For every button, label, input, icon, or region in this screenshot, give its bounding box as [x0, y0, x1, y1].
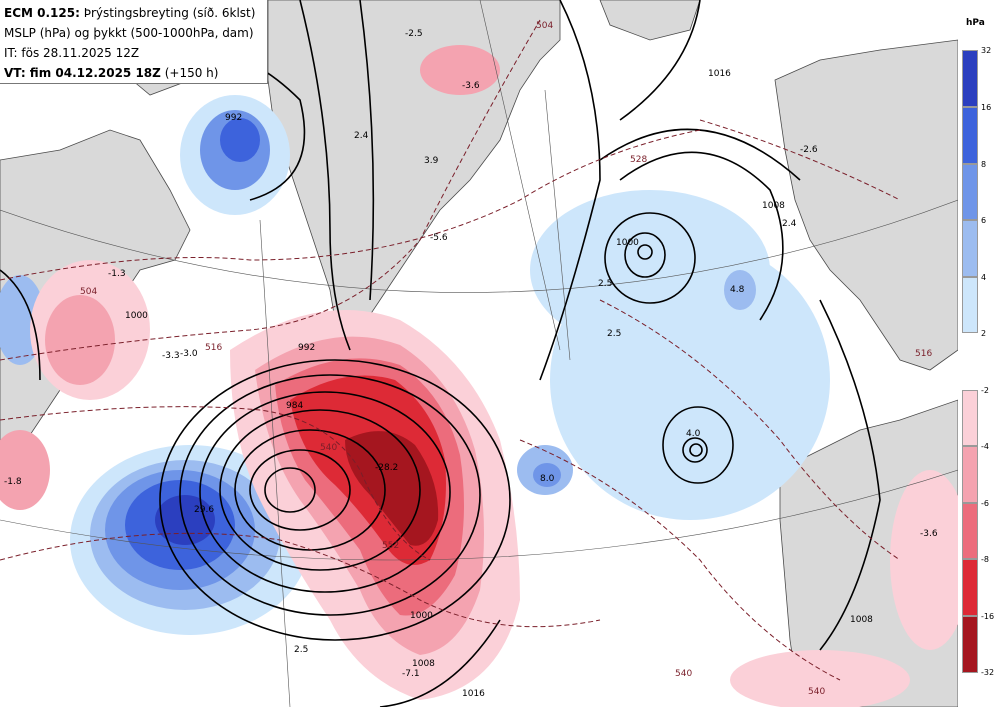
legend-tick: 8	[981, 160, 987, 169]
change-label: -7.1	[402, 669, 420, 679]
pressure-centers	[637, 244, 703, 457]
isobar-label: 1000	[125, 311, 148, 321]
pressure-change-labels: -2.5 2.4 3.9 -5.6 -3.6 2.5 2.5 4.8 4.0 8…	[4, 29, 938, 679]
legend-tick: -32	[981, 668, 995, 677]
thickness-contours	[0, 19, 901, 681]
legend-tick: -16	[981, 612, 995, 621]
legend-tick: 2	[981, 329, 987, 338]
legend-swatch-neg4	[962, 446, 978, 503]
thickness-label: 528	[630, 155, 647, 165]
legend-swatch-neg8	[962, 559, 978, 616]
legend-swatch-neg2	[962, 390, 978, 446]
change-label: -2.6	[800, 145, 818, 155]
graticule	[0, 0, 958, 707]
isobar-label: 1008	[762, 201, 785, 211]
thickness-label: 504	[536, 21, 553, 31]
legend-tick: 16	[981, 103, 992, 112]
change-label: -2.5	[405, 29, 423, 39]
isobar-label: 992	[225, 113, 242, 123]
change-label: 2.5	[607, 329, 621, 339]
change-label: -3.3	[162, 351, 180, 361]
change-label: -1.3	[108, 269, 126, 279]
legend-tick: 32	[981, 46, 992, 55]
change-label: 4.8	[730, 285, 745, 295]
legend-tick: 6	[981, 216, 987, 225]
valid-time-line: VT: fim 04.12.2025 18Z (+150 h)	[4, 63, 263, 83]
init-time: IT: fös 28.11.2025 12Z	[4, 46, 140, 60]
legend-swatch-4	[962, 277, 978, 333]
isobar-label: 1008	[850, 615, 873, 625]
legend-tick: -6	[981, 499, 989, 508]
thickness-label: 516	[205, 343, 222, 353]
weather-map: 992 1016 1008 1000 984 992 1008 1016 100…	[0, 0, 958, 707]
change-label: 29.6	[194, 505, 214, 515]
scandinavia-land	[774, 39, 958, 371]
legend-swatch-8	[962, 164, 978, 220]
change-label: 2.4	[354, 131, 369, 141]
change-label: -28.2	[375, 463, 398, 473]
change-label: 2.5	[598, 279, 612, 289]
legend-swatch-neg6	[962, 503, 978, 559]
thickness-label: 552	[382, 541, 399, 551]
isobar-label: 1016	[462, 689, 485, 699]
map-labels: 992 1016 1008 1000 984 992 1008 1016 100…	[125, 69, 873, 699]
isobar-label: 992	[298, 343, 315, 353]
pressure-rise-shading	[0, 95, 830, 635]
change-label: 3.9	[424, 156, 439, 166]
legend-swatch-32	[962, 50, 978, 107]
thickness-labels: 504 516 528 540 552 540 540 516 504	[80, 21, 932, 697]
legend-swatch-neg16	[962, 616, 978, 673]
legend-tick: -8	[981, 555, 989, 564]
model-name: ECM 0.125:	[4, 6, 80, 20]
change-label: -3.0	[180, 349, 198, 359]
isobar-label: 984	[286, 401, 303, 411]
isobars	[0, 0, 881, 707]
svalbard-land	[599, 0, 701, 41]
change-label: 8.0	[540, 474, 555, 484]
thickness-label: 516	[915, 349, 932, 359]
isobar-label: 1000	[616, 238, 639, 248]
thickness-label: 540	[675, 669, 692, 679]
change-label: -3.6	[920, 529, 938, 539]
subtitle: MSLP (hPa) og þykkt (500-1000hPa, dam)	[4, 26, 254, 40]
change-label: -1.8	[4, 477, 22, 487]
lead-time: (+150 h)	[164, 66, 219, 80]
thickness-label: 540	[808, 687, 825, 697]
legend-unit: hPa	[966, 18, 985, 28]
isobar-label: 1008	[412, 659, 435, 669]
legend-tick: -4	[981, 442, 989, 451]
valid-time: VT: fim 04.12.2025 18Z	[4, 66, 161, 80]
isobar-label: 1000	[410, 611, 433, 621]
change-label: 2.5	[294, 645, 308, 655]
thickness-label: 540	[320, 443, 337, 453]
thickness-label: 504	[80, 287, 97, 297]
isobar-label: 1016	[708, 69, 731, 79]
legend-swatch-16	[962, 107, 978, 164]
legend-tick: 4	[981, 273, 987, 282]
change-label: 4.0	[686, 429, 701, 439]
chart-title: Þrýstingsbreyting (síð. 6klst)	[83, 6, 256, 20]
change-label: -3.6	[462, 81, 480, 91]
change-label: -5.6	[430, 233, 448, 243]
title-line: ECM 0.125: Þrýstingsbreyting (síð. 6klst…	[4, 3, 263, 23]
legend-swatch-6	[962, 220, 978, 277]
legend-tick: -2	[981, 386, 989, 395]
change-label: 2.4	[782, 219, 797, 229]
map-title-box: ECM 0.125: Þrýstingsbreyting (síð. 6klst…	[0, 0, 268, 84]
